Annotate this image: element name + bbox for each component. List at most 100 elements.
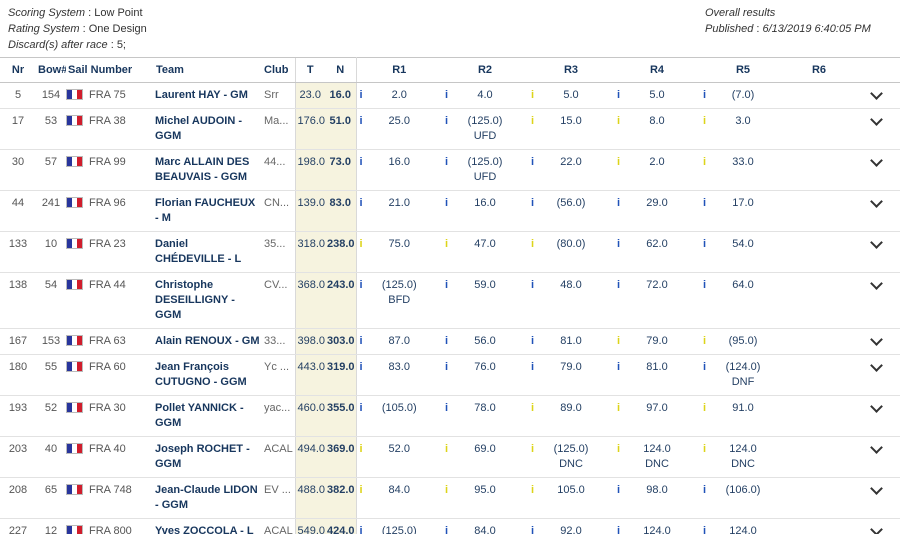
info-icon[interactable]: i	[703, 197, 707, 209]
info-icon[interactable]: i	[703, 156, 707, 168]
info-icon[interactable]: i	[617, 115, 621, 127]
info-icon[interactable]: i	[703, 279, 707, 291]
score-value: 81.0	[646, 361, 668, 373]
bow-cell: 52	[36, 395, 66, 437]
bow-cell: 55	[36, 354, 66, 396]
info-icon[interactable]: i	[359, 525, 363, 534]
info-icon[interactable]: i	[703, 115, 707, 127]
info-icon[interactable]: i	[617, 156, 621, 168]
score-value: 75.0	[388, 238, 410, 250]
info-icon[interactable]: i	[445, 115, 449, 127]
info-icon[interactable]: i	[359, 443, 363, 455]
race-score: 91.0	[702, 401, 784, 416]
info-icon[interactable]: i	[359, 402, 363, 414]
info-icon[interactable]: i	[703, 361, 707, 373]
score-value: 124.0	[643, 525, 671, 534]
chevron-down-icon[interactable]	[869, 359, 883, 372]
info-icon[interactable]: i	[445, 525, 449, 534]
info-icon[interactable]: i	[359, 238, 363, 250]
info-icon[interactable]: i	[617, 361, 621, 373]
info-icon[interactable]: i	[617, 484, 621, 496]
info-icon[interactable]: i	[703, 238, 707, 250]
race-score: 69.0	[444, 442, 526, 457]
info-icon[interactable]: i	[359, 335, 363, 347]
info-icon[interactable]: i	[531, 484, 535, 496]
chevron-down-icon[interactable]	[869, 277, 883, 290]
chevron-down-icon[interactable]	[869, 400, 883, 413]
chevron-down-icon[interactable]	[869, 333, 883, 346]
info-icon[interactable]: i	[359, 197, 363, 209]
info-icon[interactable]: i	[531, 361, 535, 373]
expand-cell	[852, 354, 900, 396]
race-score: 105.0	[530, 483, 612, 498]
chevron-down-icon[interactable]	[869, 441, 883, 454]
info-icon[interactable]: i	[531, 89, 535, 101]
info-icon[interactable]: i	[359, 89, 363, 101]
info-icon[interactable]: i	[359, 156, 363, 168]
chevron-down-icon[interactable]	[869, 87, 883, 100]
race-score-cell-r4: i 97.0	[614, 395, 700, 437]
info-icon[interactable]: i	[617, 402, 621, 414]
expand-cell	[852, 108, 900, 150]
info-icon[interactable]: i	[703, 443, 707, 455]
chevron-down-icon[interactable]	[869, 154, 883, 167]
info-icon[interactable]: i	[531, 238, 535, 250]
info-icon[interactable]: i	[703, 335, 707, 347]
info-icon[interactable]: i	[445, 197, 449, 209]
race-score-cell-r3: i 5.0	[528, 82, 614, 109]
france-flag-icon	[66, 279, 83, 290]
info-icon[interactable]: i	[531, 279, 535, 291]
info-icon[interactable]: i	[617, 238, 621, 250]
sail-cell: FRA 60	[66, 354, 154, 396]
info-icon[interactable]: i	[531, 402, 535, 414]
info-icon[interactable]: i	[445, 89, 449, 101]
sail-number: FRA 30	[89, 402, 126, 414]
info-icon[interactable]: i	[445, 335, 449, 347]
info-icon[interactable]: i	[703, 484, 707, 496]
net-points-cell: 355.0	[325, 395, 357, 437]
info-icon[interactable]: i	[531, 335, 535, 347]
info-icon[interactable]: i	[617, 89, 621, 101]
race-score-cell-r1: i 84.0	[356, 477, 442, 519]
info-icon[interactable]: i	[617, 335, 621, 347]
info-icon[interactable]: i	[531, 115, 535, 127]
info-icon[interactable]: i	[617, 443, 621, 455]
separator: :	[753, 23, 763, 35]
chevron-down-icon[interactable]	[869, 113, 883, 126]
info-icon[interactable]: i	[445, 361, 449, 373]
info-icon[interactable]: i	[703, 402, 707, 414]
info-icon[interactable]: i	[617, 197, 621, 209]
info-icon[interactable]: i	[617, 279, 621, 291]
info-icon[interactable]: i	[703, 525, 707, 534]
chevron-down-icon[interactable]	[869, 195, 883, 208]
info-icon[interactable]: i	[445, 279, 449, 291]
info-icon[interactable]: i	[531, 156, 535, 168]
info-icon[interactable]: i	[359, 115, 363, 127]
race-score-cell-r6	[786, 395, 852, 437]
net-points-cell: 51.0	[325, 108, 357, 150]
chevron-down-icon[interactable]	[869, 523, 883, 534]
chevron-down-icon[interactable]	[869, 236, 883, 249]
score-value: 95.0	[474, 484, 496, 496]
info-icon[interactable]: i	[531, 525, 535, 534]
info-icon[interactable]: i	[445, 484, 449, 496]
chevron-down-icon[interactable]	[869, 482, 883, 495]
info-icon[interactable]: i	[617, 525, 621, 534]
table-row: 208 65 FRA 748 Jean-Claude LIDON - GGM EV ..…	[0, 477, 900, 519]
race-score-cell-r3: i 48.0	[528, 272, 614, 329]
club-cell: 44...	[262, 149, 295, 191]
info-icon[interactable]: i	[531, 197, 535, 209]
race-score-cell-r5: i 3.0	[700, 108, 786, 150]
info-icon[interactable]: i	[445, 156, 449, 168]
race-score: 25.0	[359, 114, 441, 129]
info-icon[interactable]: i	[445, 402, 449, 414]
info-icon[interactable]: i	[359, 279, 363, 291]
info-icon[interactable]: i	[445, 443, 449, 455]
info-icon[interactable]: i	[359, 361, 363, 373]
info-icon[interactable]: i	[445, 238, 449, 250]
info-icon[interactable]: i	[703, 89, 707, 101]
info-icon[interactable]: i	[531, 443, 535, 455]
info-icon[interactable]: i	[359, 484, 363, 496]
